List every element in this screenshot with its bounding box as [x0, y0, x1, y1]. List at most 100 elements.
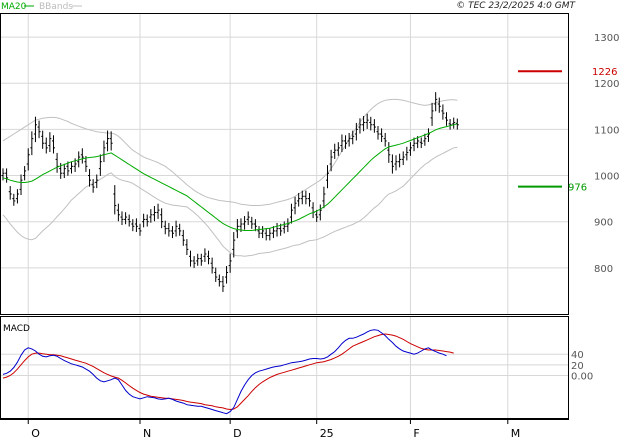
ohlc-bar-87 [315, 209, 319, 222]
ohlc-bar-62 [225, 266, 229, 284]
x-tick-O: O [31, 427, 40, 440]
ohlc-bar-40 [145, 214, 149, 227]
ohlc-bar-97 [351, 130, 355, 145]
ohlc-bar-96 [347, 132, 351, 147]
ohlc-bar-75 [271, 226, 275, 239]
ohlc-bar-90 [326, 165, 330, 189]
ohlc-bar-43 [156, 203, 160, 219]
ohlc-bar-123 [444, 112, 448, 126]
ohlc-bar-73 [264, 228, 268, 241]
ohlc-bar-45 [163, 220, 167, 235]
ohlc-bar-100 [362, 116, 366, 132]
ohlc-bar-86 [311, 202, 315, 219]
ohlc-bar-19 [70, 161, 74, 174]
ohlc-bar-44 [160, 208, 164, 229]
ohlc-bar-15 [55, 152, 59, 173]
ohlc-bar-52 [188, 250, 192, 267]
copyright-text: © TEC 23/2/2025 4:0 GMT [456, 1, 576, 11]
ohlc-bar-121 [437, 97, 441, 113]
ohlc-bar-48 [174, 220, 178, 237]
ohlc-bar-33 [120, 211, 124, 226]
ohlc-bar-34 [124, 212, 128, 225]
support-label: 976 [568, 183, 587, 194]
macd-tick-40: 40 [571, 350, 584, 361]
ohlc-bar-84 [304, 190, 308, 205]
ohlc-bar-55 [199, 253, 203, 266]
ohlc-bar-22 [80, 148, 84, 164]
ohlc-bar-120 [434, 92, 438, 112]
ohlc-bar-82 [297, 192, 301, 207]
ohlc-bar-12 [44, 137, 48, 154]
ohlc-bar-6 [23, 166, 27, 181]
ohlc-bar-114 [412, 137, 416, 152]
ma20-line [2, 123, 458, 231]
ohlc-bar-124 [448, 119, 452, 130]
ohlc-bar-24 [88, 169, 92, 187]
ohlc-bar-70 [253, 219, 257, 232]
ohlc-bar-23 [84, 156, 88, 172]
ohlc-bar-63 [228, 253, 232, 273]
lower-bollinger-band [2, 146, 458, 257]
x-axis-ticks: O N D 25 F M [27, 419, 520, 440]
ohlc-bar-35 [127, 214, 131, 227]
macd-panel-frame [0, 316, 569, 419]
ohlc-bar-93 [336, 142, 340, 156]
ohlc-bar-92 [333, 143, 337, 159]
ohlc-bar-3 [12, 193, 16, 206]
ohlc-bar-60 [217, 274, 221, 287]
ohlc-bar-74 [268, 228, 272, 241]
ohlc-bar-85 [307, 192, 311, 207]
ohlc-bar-110 [398, 153, 402, 168]
macd-tick-0: 0.00 [571, 371, 593, 382]
macd-line [2, 329, 447, 415]
ohlc-bar-41 [149, 209, 153, 223]
ohlc-bar-2 [8, 186, 12, 200]
ohlc-bar-8 [30, 131, 34, 156]
ohlc-bar-36 [131, 219, 135, 232]
ohlc-bar-64 [232, 232, 236, 258]
ma20-line-group [2, 123, 458, 231]
ohlc-bar-14 [51, 135, 55, 154]
x-tick-N: N [143, 427, 151, 440]
ohlc-bar-47 [170, 226, 174, 239]
ohlc-bar-27 [98, 154, 102, 176]
ohlc-bar-105 [380, 128, 384, 142]
ohlc-bar-0 [1, 168, 5, 181]
signal-line [2, 333, 454, 411]
ohlc-bar-29 [106, 130, 110, 152]
price-tick-900: 900 [594, 218, 613, 229]
ohlc-bar-72 [261, 226, 265, 239]
ohlc-bar-5 [19, 174, 23, 196]
ohlc-bar-112 [405, 146, 409, 161]
ohlc-bar-38 [138, 223, 142, 236]
ohlc-bar-25 [91, 179, 95, 193]
ohlc-bar-91 [329, 149, 333, 172]
ohlc-bar-1 [5, 168, 9, 183]
price-tick-1000: 1000 [594, 172, 619, 183]
ohlc-bar-103 [372, 119, 376, 133]
ohlc-bar-9 [33, 116, 37, 143]
ohlc-bar-89 [322, 186, 326, 209]
x-tick-F: F [413, 427, 419, 440]
x-tick-D: D [233, 427, 241, 440]
macd-title: MACD [3, 324, 30, 334]
ohlc-bar-7 [26, 148, 30, 171]
ohlc-bar-61 [221, 276, 225, 292]
ohlc-bar-65 [235, 219, 239, 239]
price-tick-1300: 1300 [594, 33, 619, 44]
ohlc-bar-109 [394, 155, 398, 171]
ohlc-bar-117 [423, 133, 427, 146]
legend-bbands: BBands [39, 2, 73, 12]
ohlc-bar-104 [376, 126, 380, 140]
ohlc-bar-4 [15, 189, 19, 204]
ohlc-bar-10 [37, 120, 41, 139]
ohlc-bar-88 [318, 204, 322, 221]
x-tick-M: M [511, 427, 520, 440]
price-panel-frame [0, 13, 569, 315]
ohlc-bar-54 [196, 253, 200, 266]
ohlc-bar-99 [358, 118, 362, 134]
ohlc-bar-69 [250, 216, 254, 229]
ohlc-bar-50 [181, 229, 185, 246]
levels: 1226 976 [518, 67, 617, 194]
